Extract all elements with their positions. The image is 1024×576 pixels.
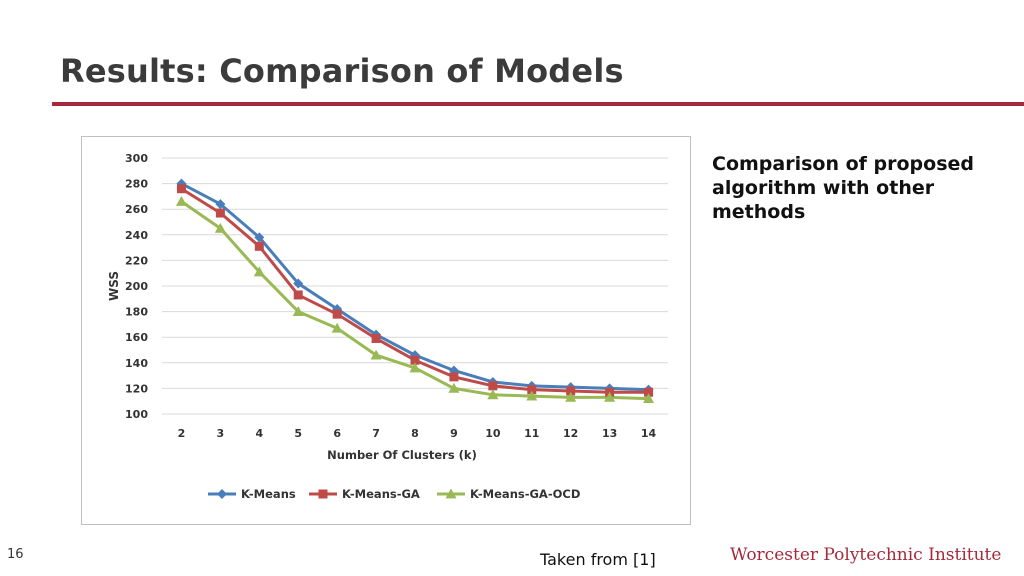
data-point-k-means-ga <box>566 386 576 396</box>
data-point-k-means-ga-ocd <box>409 362 421 373</box>
y-tick-label: 300 <box>125 152 148 165</box>
data-point-k-means-ga <box>371 333 381 343</box>
legend-label: K-Means-GA <box>342 487 420 501</box>
legend-marker <box>445 488 457 499</box>
legend-label: K-Means <box>241 487 296 501</box>
y-tick-label: 120 <box>125 382 148 395</box>
data-point-k-means-ga <box>488 381 498 391</box>
data-point-k-means-ga <box>176 184 186 194</box>
data-point-k-means-ga-ocd <box>292 306 304 316</box>
data-point-k-means-ga-ocd <box>370 349 382 360</box>
institution-logo-text: Worcester Polytechnic Institute <box>730 545 1002 565</box>
data-point-k-means-ga-ocd <box>643 393 655 404</box>
data-point-k-means-ga <box>644 387 654 397</box>
x-tick-label: 6 <box>333 427 341 440</box>
x-tick-label: 8 <box>411 427 419 440</box>
data-point-k-means-ga-ocd <box>487 389 499 400</box>
chart-container: 100 120 140 160 180 200 220 240 260 280 300 2 3 4 5 6 7 8… <box>81 136 691 525</box>
legend-marker <box>318 489 328 499</box>
data-point-k-means-ga <box>527 385 537 395</box>
y-tick-label: 220 <box>125 254 148 267</box>
x-tick-label: 2 <box>178 427 186 440</box>
legend-marker <box>217 489 227 499</box>
data-point-k-means-ga <box>449 372 459 382</box>
y-tick-label: 180 <box>125 306 148 319</box>
chart-caption: Comparison of proposed algorithm with ot… <box>712 153 975 223</box>
x-axis-title: Number Of Clusters (k) <box>327 448 477 462</box>
title-divider <box>52 102 1024 106</box>
data-point-k-means-ga-ocd <box>214 222 226 233</box>
data-point-k-means-ga-ocd <box>565 391 577 402</box>
x-tick-label: 12 <box>563 427 578 440</box>
data-point-k-means-ga <box>254 241 264 251</box>
wss-line-chart: 100 120 140 160 180 200 220 240 260 280 300 2 3 4 5 6 7 8… <box>107 152 668 501</box>
source-citation: Taken from [1] <box>540 550 656 569</box>
data-point-k-means-ga <box>332 309 342 319</box>
data-point-k-means-ga-ocd <box>253 266 265 277</box>
x-tick-label: 11 <box>524 427 539 440</box>
data-point-k-means <box>293 278 304 289</box>
data-point-k-means-ga <box>215 208 225 218</box>
y-tick-label: 280 <box>125 178 148 191</box>
slide-number: 16 <box>7 547 24 562</box>
y-tick-label: 260 <box>125 203 148 216</box>
slide-title: Results: Comparison of Models <box>60 52 624 90</box>
y-axis-title: WSS <box>107 271 121 301</box>
data-point-k-means <box>215 199 226 210</box>
data-point-k-means-ga <box>410 355 420 365</box>
data-point-k-means-ga-ocd <box>604 391 616 402</box>
y-tick-label: 160 <box>125 331 148 344</box>
x-tick-label: 7 <box>372 427 380 440</box>
y-tick-label: 140 <box>125 357 148 370</box>
y-tick-label: 200 <box>125 280 148 293</box>
y-tick-label: 100 <box>125 408 148 421</box>
x-tick-label: 5 <box>294 427 302 440</box>
x-tick-label: 9 <box>450 427 458 440</box>
x-tick-label: 3 <box>217 427 225 440</box>
data-point-k-means-ga-ocd <box>175 196 187 206</box>
legend-label: K-Means-GA-OCD <box>470 487 580 501</box>
x-tick-label: 4 <box>255 427 263 440</box>
x-tick-label: 10 <box>485 427 501 440</box>
data-point-k-means-ga-ocd <box>448 382 460 393</box>
x-tick-label: 14 <box>641 427 657 440</box>
data-point-k-means-ga-ocd <box>526 390 538 401</box>
data-point-k-means-ga-ocd <box>331 322 343 333</box>
data-point-k-means-ga <box>293 290 303 300</box>
y-tick-label: 240 <box>125 229 148 242</box>
x-tick-label: 13 <box>602 427 617 440</box>
